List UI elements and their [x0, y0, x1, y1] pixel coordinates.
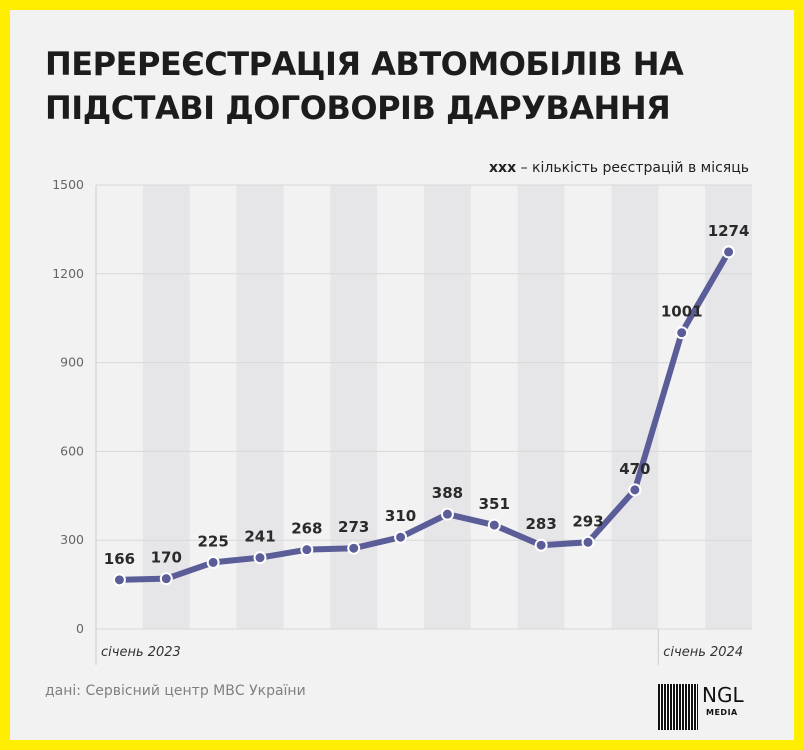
data-point: [253, 551, 267, 565]
data-label: 166: [104, 550, 135, 568]
y-tick-label: 600: [60, 443, 84, 458]
source-note: дані: Сервісний центр МВС України: [45, 683, 306, 699]
data-label: 470: [619, 460, 650, 478]
y-tick-label: 300: [60, 532, 84, 547]
data-point: [487, 518, 501, 532]
legend-text: – кількість реєстрацій в місяць: [516, 160, 749, 176]
logo-mark-icon: [658, 684, 698, 730]
data-point: [300, 543, 314, 557]
data-label: 388: [432, 484, 463, 502]
data-label: 310: [385, 507, 416, 525]
data-label: 268: [291, 520, 322, 538]
legend-note: xxx – кількість реєстрацій в місяць: [489, 160, 749, 176]
data-point: [722, 245, 736, 259]
data-label: 170: [151, 549, 182, 567]
data-point: [628, 483, 642, 497]
data-point: [534, 538, 548, 552]
column-band: [424, 185, 471, 629]
data-label: 351: [479, 495, 510, 513]
x-tick-label: січень 2024: [663, 645, 743, 660]
chart-card: [10, 10, 794, 740]
data-point: [675, 326, 689, 340]
column-band: [611, 185, 659, 629]
page-title: ПЕРЕРЕЄСТРАЦІЯ АВТОМОБІЛІВ НА ПІДСТАВІ Д…: [45, 42, 684, 130]
ngl-media-logo: NGL MEDIA: [658, 684, 758, 730]
legend-marker: xxx: [489, 160, 517, 176]
x-tick-label: січень 2023: [101, 645, 181, 660]
data-label: 283: [525, 515, 556, 533]
data-label: 293: [572, 512, 603, 530]
data-point: [581, 535, 595, 549]
data-point: [394, 530, 408, 544]
data-label: 1274: [708, 222, 750, 240]
column-band: [517, 185, 565, 629]
logo-sub: MEDIA: [706, 708, 738, 717]
data-label: 225: [197, 532, 228, 550]
logo-name: NGL: [702, 683, 744, 707]
title-line-2: ПІДСТАВІ ДОГОВОРІВ ДАРУВАННЯ: [45, 89, 671, 127]
data-point: [347, 541, 361, 555]
y-tick-label: 900: [60, 355, 84, 370]
data-label: 273: [338, 518, 369, 536]
column-band: [330, 185, 378, 629]
series-line: [116, 248, 732, 583]
data-point: [159, 572, 173, 586]
column-band: [705, 185, 752, 629]
data-point: [206, 555, 220, 569]
y-tick-label: 1200: [52, 266, 84, 281]
column-band: [142, 185, 190, 629]
data-point: [440, 507, 454, 521]
y-tick-label: 0: [76, 621, 84, 636]
data-label: 241: [244, 528, 275, 546]
title-line-1: ПЕРЕРЕЄСТРАЦІЯ АВТОМОБІЛІВ НА: [45, 45, 684, 83]
data-label: 1001: [661, 303, 703, 321]
y-tick-label: 1500: [52, 177, 84, 192]
data-point: [112, 573, 126, 587]
